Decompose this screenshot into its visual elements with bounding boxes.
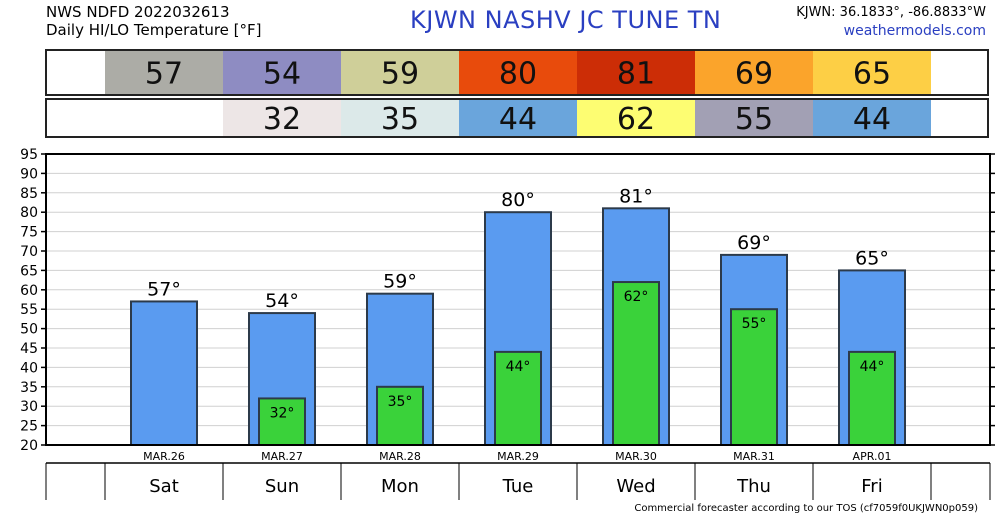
x-day-label: Tue [502,476,534,497]
hi-bar-label: 80° [501,189,535,211]
y-tick-label: 65 [20,263,38,279]
x-date-label: MAR.27 [261,450,303,463]
hi-strip-cell [459,51,577,94]
x-day-label: Mon [381,476,419,497]
hi-bar-label: 69° [737,232,771,254]
hi-strip-cell [223,51,341,94]
chart-variable-line: Daily HI/LO Temperature [°F] [46,21,262,39]
hi-strip-value: 69 [735,57,773,92]
hi-strip-value: 54 [263,57,301,92]
hi-strip-cell [577,51,695,94]
plot-axes: 20 25 30 35 40 45 50 55 60 65 70 75 80 85 90 95 MAR.26 Sa… [20,147,995,500]
x-date-label: MAR.30 [615,450,657,463]
lo-strip-cell [813,100,931,136]
hi-bar [130,300,198,446]
x-day-label: Sun [265,476,299,497]
lo-strip-cell [341,100,459,136]
plot-bars: 57° 54° 32° 59° 35° 80° 44° 81° 62° 69° 55° 65° 44° [130,185,906,447]
lo-bar-label: 32° [270,405,295,421]
hi-bar-label: 65° [855,247,889,269]
x-day-label: Fri [861,476,882,497]
lo-strip-value: 55 [735,102,773,137]
y-tick-label: 25 [20,419,38,435]
x-date-label: MAR.29 [497,450,539,463]
x-date-label: MAR.26 [143,450,185,463]
lo-bar-label: 55° [742,316,767,332]
x-date-label: MAR.31 [733,450,775,463]
lo-strip-cell [459,100,577,136]
hi-strip-value: 57 [145,57,183,92]
hi-strip-value: 59 [381,57,419,92]
lo-bar [258,397,306,447]
hi-strip-value: 65 [853,57,891,92]
lo-strip-value: 44 [499,102,537,137]
lo-strip-cell [695,100,813,136]
x-day-label: Thu [736,476,771,497]
hi-strip-cell [105,51,223,94]
lo-bar [494,350,542,447]
y-tick-label: 35 [20,380,38,396]
y-tick-label: 95 [20,147,38,163]
y-tick-label: 55 [20,302,38,318]
lo-bar-label: 44° [860,359,885,375]
hi-strip-value: 81 [617,57,655,92]
hi-bar-label: 59° [383,271,417,293]
hi-strip-value: 80 [499,57,537,92]
lo-strip-value: 35 [381,102,419,137]
hi-bar-label: 57° [147,278,181,300]
y-tick-label: 80 [20,205,38,221]
y-tick-label: 70 [20,244,38,260]
y-tick-label: 50 [20,322,38,338]
x-date-label: APR.01 [853,450,892,463]
x-date-label: MAR.28 [379,450,421,463]
lo-strip-cell [577,100,695,136]
station-title: KJWN NASHV JC TUNE TN [410,6,722,34]
y-tick-label: 40 [20,360,38,376]
low-temperature-strip: 32 35 44 62 55 44 [45,98,989,138]
station-coordinates: KJWN: 36.1833°, -86.8833°W [796,5,986,20]
lo-bar-label: 62° [624,289,649,305]
lo-strip-value: 62 [617,102,655,137]
x-day-label: Wed [616,476,655,497]
lo-strip-cell [223,100,341,136]
lo-bar-label: 44° [506,359,531,375]
y-tick-label: 90 [20,166,38,182]
hi-strip-cell [813,51,931,94]
y-tick-label: 20 [20,438,38,454]
footer-note: Commercial forecaster according to our T… [634,503,978,514]
site-link[interactable]: weathermodels.com [843,23,986,39]
hi-bar-label: 81° [619,185,653,207]
lo-bar-label: 35° [388,394,413,410]
y-tick-label: 75 [20,225,38,241]
y-tick-label: 30 [20,399,38,415]
x-day-label: Sat [149,476,179,497]
hi-strip-cell [341,51,459,94]
y-tick-label: 85 [20,186,38,202]
y-tick-label: 45 [20,341,38,357]
chart-source-line: NWS NDFD 2022032613 [46,3,230,21]
lo-strip-value: 32 [263,102,301,137]
hi-bar-label: 54° [265,290,299,312]
lo-strip-value: 44 [853,102,891,137]
hi-strip-cell [695,51,813,94]
lo-bar [612,281,660,447]
plot-frame [45,153,991,446]
y-tick-label: 60 [20,283,38,299]
high-temperature-strip: 57 54 59 80 81 69 65 [45,49,989,96]
